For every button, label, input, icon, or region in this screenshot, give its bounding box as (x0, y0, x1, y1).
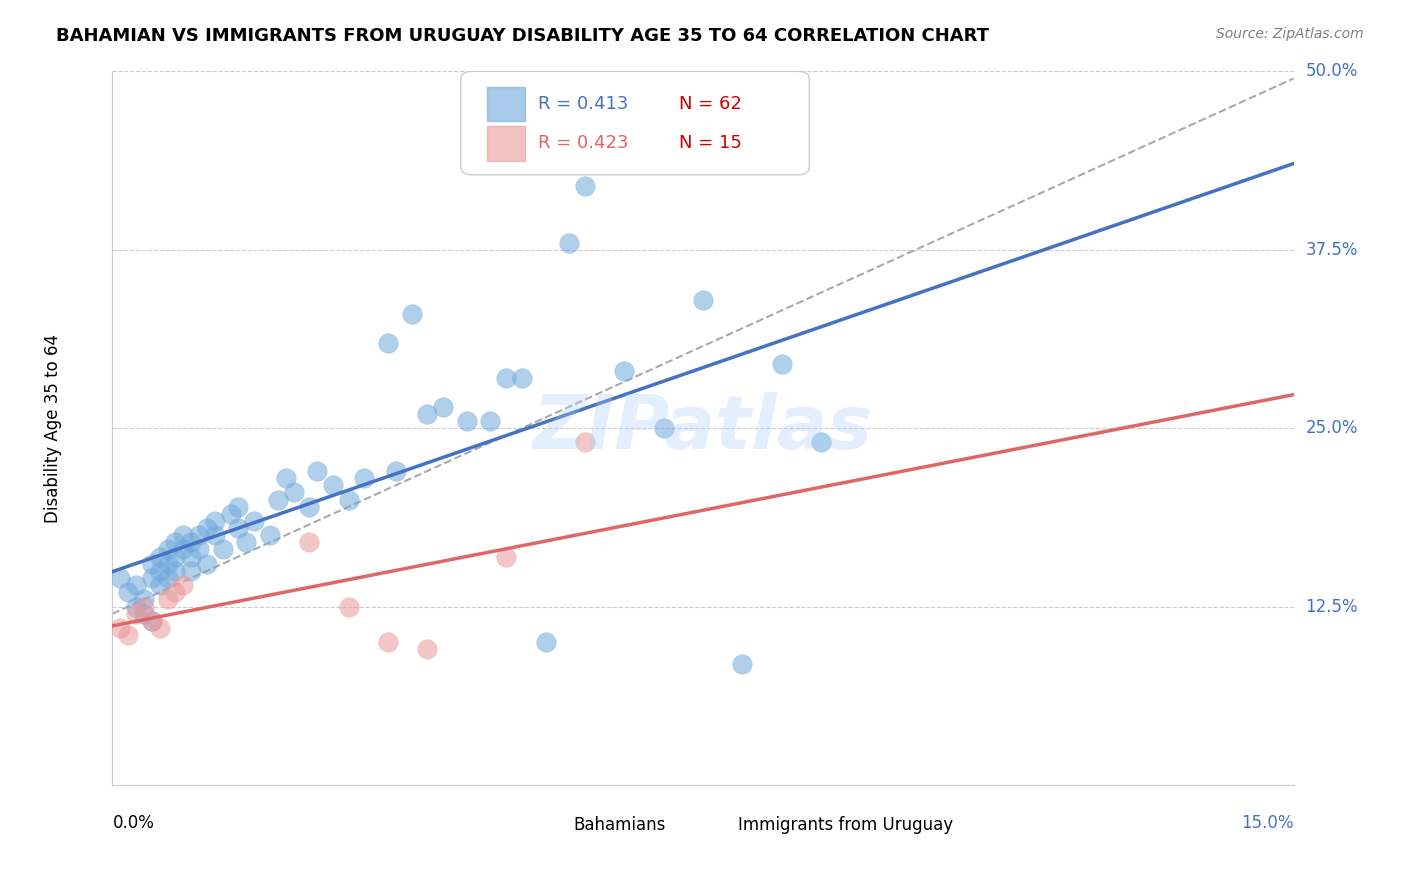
Point (259, 528, 281, 542)
Text: R = 0.413: R = 0.413 (537, 95, 628, 113)
Point (574, 435, 596, 450)
Point (141, 614, 163, 628)
Point (180, 535, 202, 549)
Point (574, 178, 596, 193)
Text: 15.0%: 15.0% (1241, 814, 1294, 831)
Point (125, 607, 148, 621)
Point (495, 549, 517, 564)
Point (274, 471, 297, 485)
Point (810, 435, 832, 450)
Point (180, 564, 202, 578)
Point (165, 535, 187, 549)
Point (132, 599, 155, 614)
Point (283, 485, 305, 500)
Point (401, 307, 423, 321)
Bar (697, 812, 730, 838)
Point (165, 585, 187, 599)
Text: R = 0.423: R = 0.423 (537, 135, 628, 153)
Point (149, 621, 172, 635)
Text: Disability Age 35 to 64: Disability Age 35 to 64 (45, 334, 62, 523)
Point (432, 400, 454, 414)
Point (172, 542, 194, 557)
Bar (486, 87, 524, 121)
Point (156, 557, 179, 571)
Point (156, 571, 179, 585)
Point (117, 585, 139, 599)
Point (125, 599, 148, 614)
Bar (531, 812, 565, 838)
Point (149, 564, 172, 578)
Point (141, 571, 163, 585)
Point (337, 599, 360, 614)
Point (731, 657, 754, 671)
Point (117, 628, 139, 642)
Point (188, 542, 211, 557)
Text: N = 62: N = 62 (679, 95, 742, 113)
Point (534, 635, 557, 649)
Point (479, 414, 502, 428)
Point (195, 521, 218, 535)
Point (125, 578, 148, 592)
Point (165, 564, 187, 578)
Point (243, 514, 266, 528)
Text: 37.5%: 37.5% (1305, 241, 1358, 259)
Point (652, 421, 675, 435)
Text: N = 15: N = 15 (679, 135, 742, 153)
Point (228, 500, 250, 514)
Point (149, 549, 172, 564)
Point (307, 464, 329, 478)
Point (692, 293, 714, 307)
Text: ZIPatlas: ZIPatlas (533, 392, 873, 465)
Text: Immigrants from Uruguay: Immigrants from Uruguay (738, 816, 953, 834)
Text: BAHAMIAN VS IMMIGRANTS FROM URUGUAY DISABILITY AGE 35 TO 64 CORRELATION CHART: BAHAMIAN VS IMMIGRANTS FROM URUGUAY DISA… (56, 27, 990, 45)
Point (149, 578, 172, 592)
Point (188, 528, 211, 542)
Point (510, 371, 533, 385)
Point (165, 549, 187, 564)
Point (416, 407, 439, 421)
Point (228, 521, 250, 535)
Point (110, 621, 132, 635)
Text: 50.0%: 50.0% (1305, 62, 1358, 80)
Point (156, 592, 179, 607)
Point (211, 542, 233, 557)
Point (377, 335, 399, 350)
Point (613, 364, 636, 378)
Point (456, 414, 478, 428)
Point (558, 235, 581, 250)
Point (495, 371, 517, 385)
Point (141, 614, 163, 628)
Text: Source: ZipAtlas.com: Source: ZipAtlas.com (1216, 27, 1364, 41)
Point (298, 500, 321, 514)
Text: 0.0%: 0.0% (112, 814, 155, 831)
Text: Bahamians: Bahamians (574, 816, 665, 834)
Point (172, 528, 194, 542)
FancyBboxPatch shape (461, 71, 810, 175)
Point (132, 592, 155, 607)
Point (141, 557, 163, 571)
Point (204, 514, 226, 528)
Point (385, 464, 408, 478)
Point (353, 471, 375, 485)
Point (770, 357, 793, 371)
Point (110, 571, 132, 585)
Point (322, 478, 344, 492)
Text: 25.0%: 25.0% (1305, 419, 1358, 437)
Point (267, 492, 290, 507)
Point (416, 642, 439, 657)
Bar (486, 127, 524, 161)
Point (337, 492, 360, 507)
Point (132, 607, 155, 621)
Text: 12.5%: 12.5% (1305, 598, 1358, 615)
Point (172, 578, 194, 592)
Point (377, 635, 399, 649)
Point (195, 557, 218, 571)
Point (235, 535, 257, 549)
Point (204, 528, 226, 542)
Point (180, 549, 202, 564)
Point (219, 507, 242, 521)
Point (298, 535, 321, 549)
Point (156, 542, 179, 557)
